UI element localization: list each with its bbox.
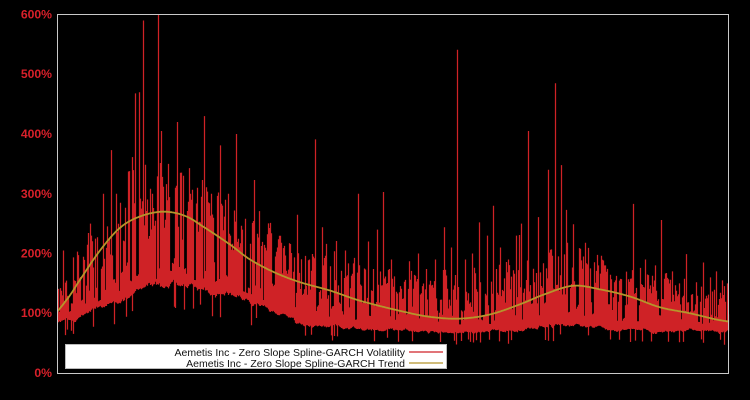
svg-text:400%: 400% [21,127,52,141]
svg-text:0%: 0% [34,366,52,380]
svg-text:500%: 500% [21,67,52,81]
svg-text:Aemetis Inc - Zero Slope Splin: Aemetis Inc - Zero Slope Spline-GARCH Tr… [186,358,405,370]
svg-text:100%: 100% [21,306,52,320]
svg-text:Aemetis Inc - Zero Slope Splin: Aemetis Inc - Zero Slope Spline-GARCH Vo… [174,347,405,359]
svg-text:200%: 200% [21,247,52,261]
svg-text:600%: 600% [21,8,52,22]
svg-text:300%: 300% [21,187,52,201]
